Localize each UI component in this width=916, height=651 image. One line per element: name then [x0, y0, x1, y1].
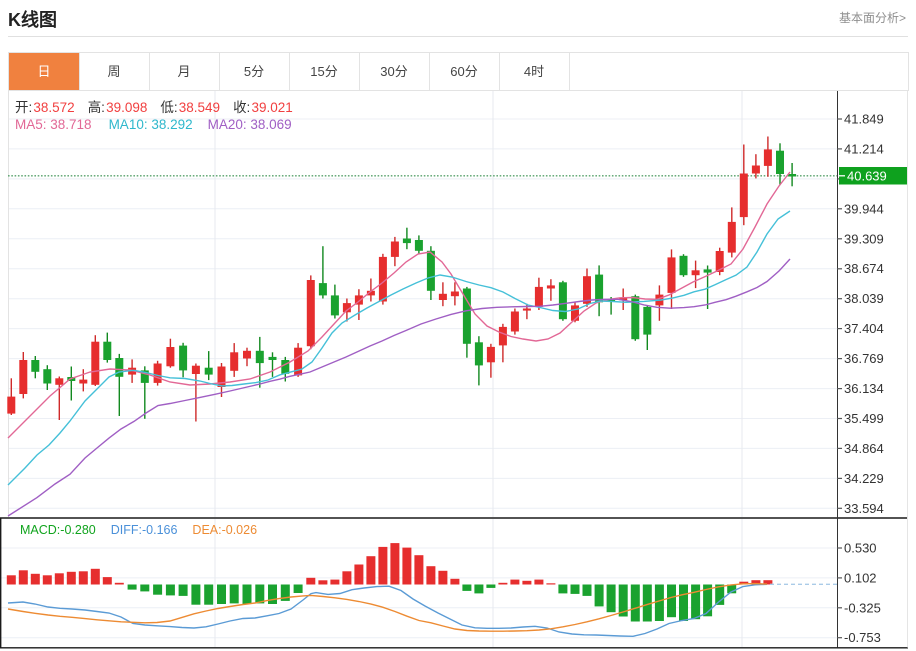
svg-text:38.039: 38.039: [844, 291, 884, 306]
svg-text:36.769: 36.769: [844, 351, 884, 366]
svg-text:0.102: 0.102: [844, 570, 877, 585]
svg-text:39.309: 39.309: [844, 231, 884, 246]
svg-text:37.404: 37.404: [844, 321, 884, 336]
svg-text:36.134: 36.134: [844, 381, 884, 396]
svg-text:41.214: 41.214: [844, 141, 884, 156]
svg-text:35.499: 35.499: [844, 411, 884, 426]
svg-text:39.944: 39.944: [844, 201, 884, 216]
svg-text:34.864: 34.864: [844, 441, 884, 456]
svg-text:0.530: 0.530: [844, 541, 877, 556]
svg-text:-0.325: -0.325: [844, 600, 881, 615]
svg-text:41.849: 41.849: [844, 112, 884, 127]
svg-text:33.594: 33.594: [844, 501, 884, 516]
svg-text:-0.753: -0.753: [844, 630, 881, 645]
svg-text:38.674: 38.674: [844, 261, 884, 276]
svg-text:34.229: 34.229: [844, 471, 884, 486]
svg-text:40.639: 40.639: [847, 168, 887, 183]
